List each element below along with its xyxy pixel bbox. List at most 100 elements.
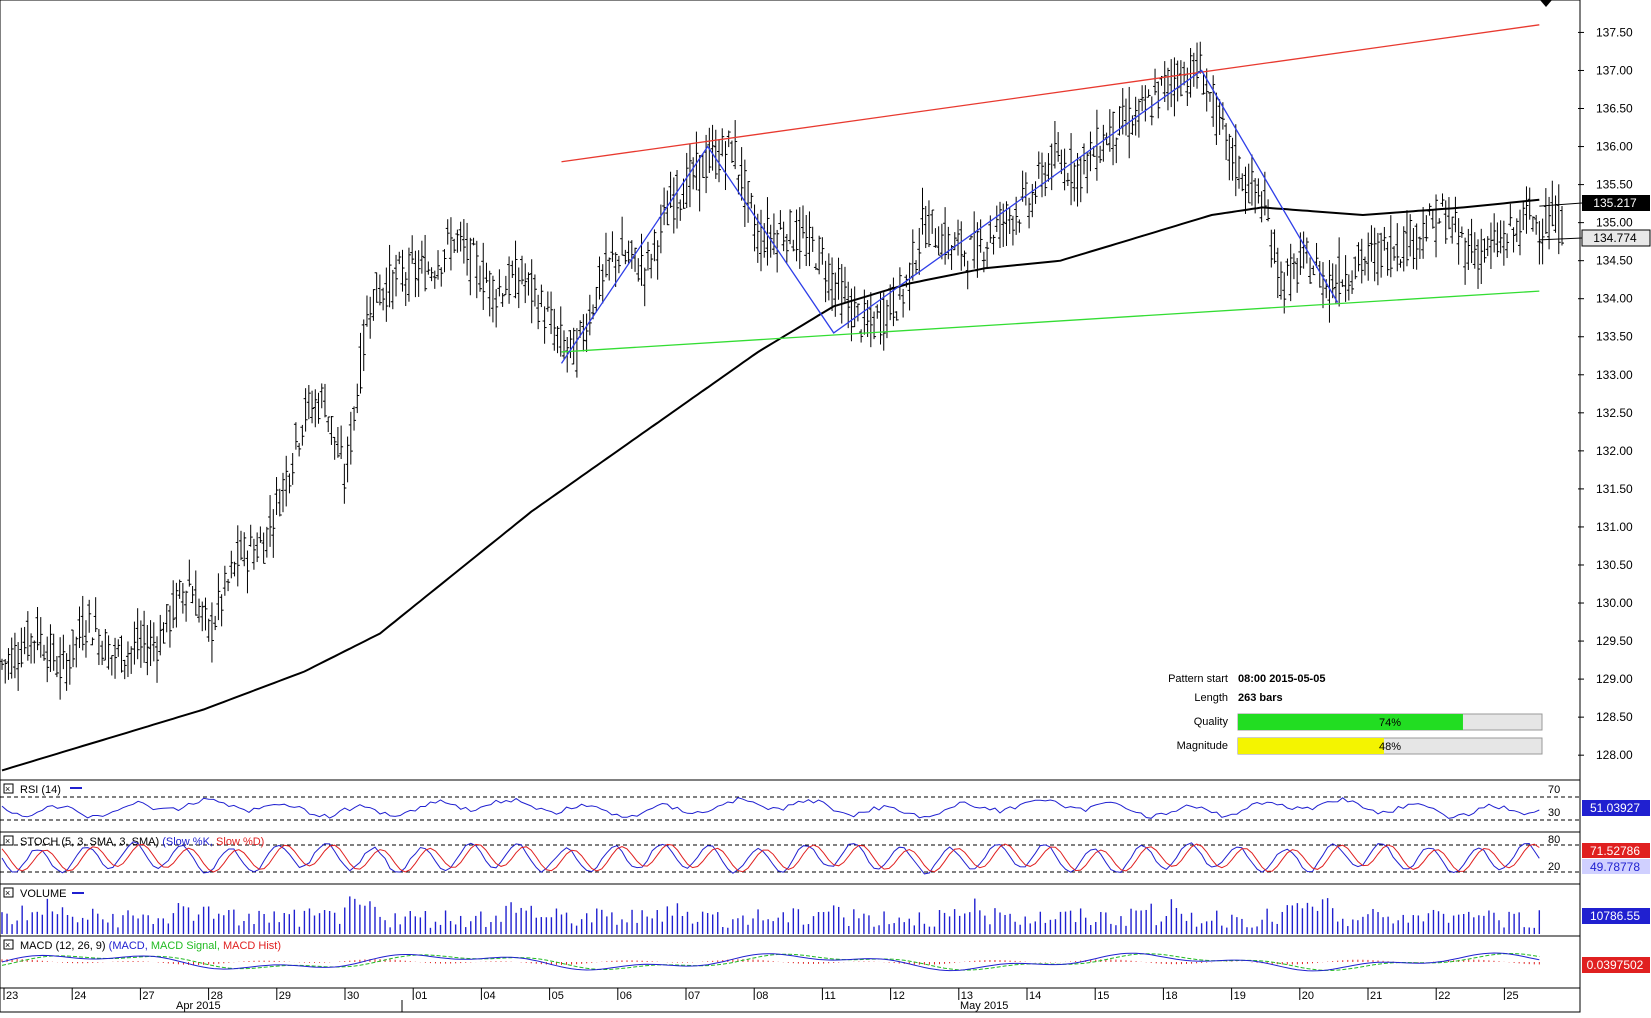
pattern-length-value: 263 bars xyxy=(1238,692,1283,704)
rsi-panel: 70 30 × RSI (14) 51.03927 xyxy=(0,783,1650,821)
macd-panel-frame xyxy=(0,935,1581,989)
y-tick-label: 130.50 xyxy=(1596,558,1633,572)
macd-panel: × MACD (12, 26, 9) (MACD, MACD Signal, M… xyxy=(1,939,1650,973)
x-tick-label: 29 xyxy=(279,990,291,1002)
y-tick-label: 136.50 xyxy=(1596,102,1633,116)
x-tick-label: 23 xyxy=(6,990,18,1002)
x-tick-label: 24 xyxy=(74,990,86,1002)
y-tick-label: 134.50 xyxy=(1596,254,1633,268)
x-tick-label: 05 xyxy=(552,990,564,1002)
month-label-may: May 2015 xyxy=(960,1000,1008,1012)
x-tick-label: 18 xyxy=(1165,990,1177,1002)
x-tick-label: 22 xyxy=(1438,990,1450,1002)
y-tick-label: 131.50 xyxy=(1596,482,1633,496)
upper-trendline xyxy=(561,24,1540,163)
rsi-panel-frame xyxy=(0,779,1581,833)
price-panel-frame xyxy=(0,0,1581,781)
marker-price-label: 134.774 xyxy=(1593,231,1637,245)
x-tick-label: 13 xyxy=(961,990,973,1002)
y-tick-label: 137.50 xyxy=(1596,25,1633,39)
volume-close-box[interactable] xyxy=(3,887,14,898)
stoch-d-value: 49.78778 xyxy=(1590,860,1640,874)
stoch-label-d: Slow %D) xyxy=(216,836,264,848)
top-marker-icon xyxy=(1540,0,1552,7)
volume-value-box xyxy=(1582,908,1650,924)
volume-close-icon[interactable]: × xyxy=(5,888,10,898)
pattern-start-label: Pattern start xyxy=(1168,673,1228,685)
x-axis: 23 24 27 28 29 30 01 04 05 06 07 08 11 12 13 14 15 18 19 20… xyxy=(3,988,1519,1012)
volume-value: 10786.55 xyxy=(1590,909,1640,923)
price-y-axis: 128.00 128.50 129.00 129.50 130.00 130.50 131.… xyxy=(1578,25,1633,762)
stoch-close-icon[interactable]: × xyxy=(5,836,10,846)
current-price-label: 135.217 xyxy=(1593,196,1637,210)
stoch-close-box[interactable] xyxy=(3,835,14,846)
stoch-k-line xyxy=(1,841,1540,875)
rsi-level-70-label: 70 xyxy=(1548,784,1560,796)
x-tick-label: 27 xyxy=(142,990,154,1002)
quality-bar-fill xyxy=(1238,714,1463,730)
rsi-label: RSI (14) xyxy=(20,784,61,796)
y-tick-label: 129.00 xyxy=(1596,672,1633,686)
y-tick-label: 129.50 xyxy=(1596,634,1633,648)
macd-signal-line xyxy=(1,952,1540,971)
x-tick-label: 01 xyxy=(415,990,427,1002)
macd-close-icon[interactable]: × xyxy=(5,940,10,950)
marker-price-connector xyxy=(1539,237,1583,241)
magnitude-value: 48% xyxy=(1379,741,1401,753)
x-tick-label: 14 xyxy=(1029,990,1041,1002)
stoch-level-20-label: 20 xyxy=(1548,861,1560,873)
x-tick-label: 19 xyxy=(1234,990,1246,1002)
rsi-value: 51.03927 xyxy=(1590,801,1640,815)
macd-label-macd: (MACD, xyxy=(109,940,148,952)
magnitude-bar-fill xyxy=(1238,738,1384,754)
x-axis-frame xyxy=(0,987,1581,1013)
pattern-start-value: 08:00 2015-05-05 xyxy=(1238,673,1325,685)
current-price-box xyxy=(1582,195,1650,211)
x-tick-label: 15 xyxy=(1097,990,1109,1002)
current-price-connector xyxy=(1539,202,1583,207)
stoch-label: STOCH (5, 3, SMA, 3, SMA) (Slow %K, Slow… xyxy=(20,836,264,848)
macd-line xyxy=(1,952,1540,972)
y-tick-label: 133.50 xyxy=(1596,330,1633,344)
x-tick-label: 04 xyxy=(483,990,495,1002)
x-tick-label: 11 xyxy=(824,990,835,1002)
volume-bars xyxy=(1,896,1541,934)
rsi-line xyxy=(1,797,1540,819)
y-tick-label: 128.00 xyxy=(1596,748,1633,762)
quality-value: 74% xyxy=(1379,717,1401,729)
macd-value-box xyxy=(1582,957,1650,973)
stoch-label-prefix: STOCH (5, 3, SMA, 3, SMA) xyxy=(20,836,159,848)
y-tick-label: 131.00 xyxy=(1596,520,1633,534)
stoch-d-value-box xyxy=(1582,859,1650,874)
stoch-panel: 80 20 × STOCH (5, 3, SMA, 3, SMA) (Slow … xyxy=(0,834,1650,875)
macd-label-hist: MACD Hist) xyxy=(223,940,281,952)
x-tick-label: 07 xyxy=(688,990,700,1002)
quality-label: Quality xyxy=(1194,716,1229,728)
stoch-level-80-label: 80 xyxy=(1548,834,1560,846)
x-tick-label: 25 xyxy=(1506,990,1518,1002)
y-tick-label: 137.00 xyxy=(1596,63,1633,77)
macd-close-box[interactable] xyxy=(3,939,14,950)
x-tick-label: 21 xyxy=(1370,990,1382,1002)
volume-panel-frame xyxy=(0,883,1581,937)
pattern-length-label: Length xyxy=(1194,692,1228,704)
rsi-close-icon[interactable]: × xyxy=(5,784,10,794)
x-tick-label: 06 xyxy=(620,990,632,1002)
y-tick-label: 133.00 xyxy=(1596,368,1633,382)
y-tick-label: 136.00 xyxy=(1596,140,1633,154)
y-tick-label: 134.00 xyxy=(1596,292,1633,306)
stoch-label-k: (Slow %K, xyxy=(162,836,213,848)
volume-label: VOLUME xyxy=(20,888,66,900)
stoch-d-line xyxy=(1,843,1540,873)
rsi-close-box[interactable] xyxy=(3,783,14,794)
y-tick-label: 128.50 xyxy=(1596,710,1633,724)
macd-label-prefix: MACD (12, 26, 9) xyxy=(20,940,106,952)
macd-label: MACD (12, 26, 9) (MACD, MACD Signal, MAC… xyxy=(20,940,281,952)
stoch-k-value: 71.52786 xyxy=(1590,844,1640,858)
magnitude-label: Magnitude xyxy=(1177,740,1228,752)
y-tick-label: 135.00 xyxy=(1596,216,1633,230)
x-tick-label: 20 xyxy=(1302,990,1314,1002)
stoch-panel-frame xyxy=(0,831,1581,885)
macd-value: 0.0397502 xyxy=(1587,958,1644,972)
